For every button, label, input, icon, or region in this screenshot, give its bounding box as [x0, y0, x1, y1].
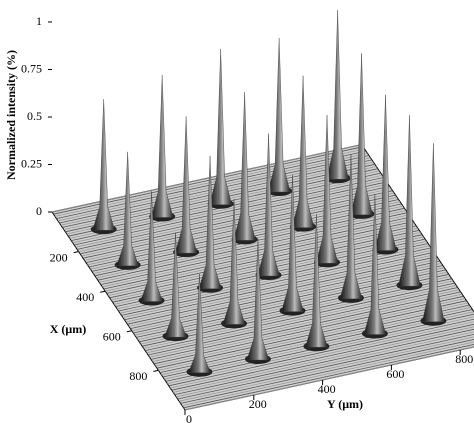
peak	[198, 155, 222, 289]
peak	[339, 154, 363, 300]
peak	[92, 99, 115, 231]
x-tick	[126, 330, 132, 333]
peak	[233, 92, 256, 241]
peak	[422, 143, 445, 322]
floor-stripe	[106, 225, 417, 294]
floor-stripe	[153, 295, 464, 365]
floor-stripe	[173, 326, 474, 393]
floor-stripe	[184, 346, 474, 411]
peak	[174, 116, 198, 254]
peak	[326, 10, 349, 180]
y-axis-title: Y (μm)	[327, 397, 363, 411]
peak	[140, 191, 163, 302]
x-tick	[73, 251, 79, 254]
floor-stripe	[119, 245, 430, 314]
floor-stripe	[130, 260, 441, 329]
z-tick-label: 0	[36, 204, 42, 218]
floor-stripe	[180, 339, 474, 404]
y-tick-label: 0	[186, 412, 192, 423]
floor-stripe	[57, 152, 368, 222]
peak	[291, 75, 315, 228]
floor-stripe	[183, 344, 474, 409]
peak	[246, 238, 270, 361]
floor-stripe	[177, 333, 474, 400]
peak	[363, 193, 387, 335]
floor-stripe	[181, 341, 474, 406]
floor-stripe	[174, 328, 474, 395]
x-tick	[153, 369, 159, 372]
peak	[350, 53, 373, 216]
peak	[188, 273, 211, 373]
peak	[281, 174, 304, 312]
x-tick	[100, 290, 106, 293]
floor-stripe	[105, 223, 415, 292]
peak	[209, 48, 232, 205]
z-tick-label: 0.5	[27, 109, 42, 123]
y-tick-label: 200	[249, 397, 267, 411]
y-tick-label: 400	[318, 382, 336, 396]
floor-stripe	[171, 323, 474, 391]
floor-stripe	[168, 318, 474, 387]
floor-stripe	[152, 293, 463, 362]
floor-stripe	[81, 188, 392, 257]
peak	[305, 214, 328, 348]
x-axis-title: X (μm)	[50, 322, 86, 336]
x-tick-label: 200	[50, 250, 68, 264]
x-tick-label: 600	[103, 330, 121, 344]
floor-stripe	[128, 258, 439, 327]
z-axis-title: Normalized intensity (%)	[4, 50, 18, 180]
floor-stripe	[96, 210, 407, 279]
z-tick-label: 1	[36, 14, 42, 28]
peak	[116, 151, 139, 267]
peak	[222, 199, 246, 325]
axes: 0 0.25 0.5 0.75 1 200 400 600 800 0 200 400 600 800	[21, 14, 473, 423]
floor-stripe	[170, 321, 474, 389]
x-tick-label: 800	[129, 369, 147, 383]
peak	[374, 94, 397, 251]
y-tick-label: 800	[455, 352, 473, 366]
z-tick-label: 0.25	[21, 156, 42, 170]
peak	[150, 74, 174, 218]
z-tick-label: 0.75	[21, 61, 42, 75]
peak	[257, 133, 280, 277]
peak	[164, 232, 187, 338]
floor-stripe	[176, 331, 474, 398]
y-tick-label: 600	[386, 367, 404, 381]
peaks	[90, 10, 447, 377]
peak	[315, 115, 339, 264]
peak	[398, 115, 421, 287]
peak	[267, 38, 291, 193]
x-tick-label: 400	[76, 290, 94, 304]
floor-stripe	[179, 336, 474, 402]
